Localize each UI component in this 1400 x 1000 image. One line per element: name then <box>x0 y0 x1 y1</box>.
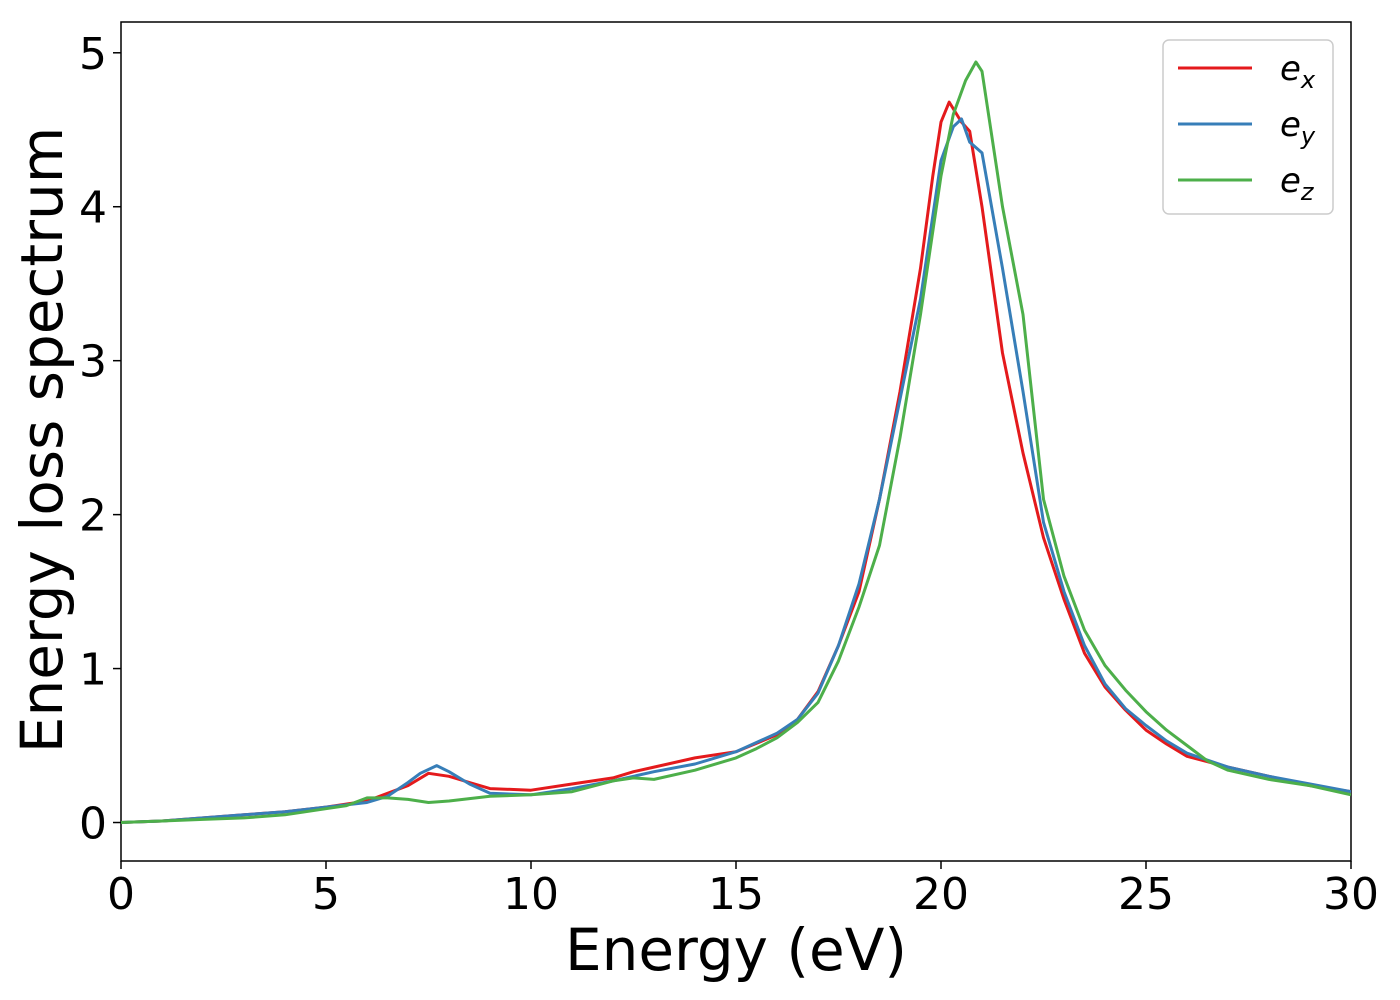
series-line-ex <box>121 100 1351 824</box>
series-line-ez <box>121 60 1351 824</box>
y-tick-label: 2 <box>79 491 107 542</box>
legend-label-ex: ex <box>1280 49 1316 94</box>
x-tick-label: 20 <box>913 869 969 920</box>
y-axis-label: Energy loss spectrum <box>8 127 76 753</box>
legend-label-ez: ez <box>1280 161 1315 206</box>
x-axis-label: Energy (eV) <box>565 916 907 984</box>
y-tick-label: 4 <box>79 183 107 234</box>
x-tick-label: 25 <box>1118 869 1174 920</box>
y-tick-label: 5 <box>79 29 107 80</box>
y-axis-ticks: 0 1 2 3 4 5 <box>79 29 121 850</box>
legend: ex ey ez <box>1162 39 1334 215</box>
y-tick-label: 3 <box>79 337 107 388</box>
y-tick-label: 1 <box>79 645 107 696</box>
x-tick-label: 10 <box>503 869 559 920</box>
series-line-ey <box>121 117 1351 824</box>
x-tick-label: 15 <box>708 869 764 920</box>
legend-label-ey: ey <box>1280 105 1316 150</box>
x-axis-ticks: 0 5 10 15 20 25 30 <box>107 861 1379 920</box>
plot-area <box>120 21 1352 862</box>
y-tick-label: 0 <box>79 799 107 850</box>
x-tick-label: 0 <box>107 869 135 920</box>
x-tick-label: 5 <box>312 869 340 920</box>
x-tick-label: 30 <box>1323 869 1379 920</box>
legend-box <box>1162 39 1334 215</box>
series-layer <box>121 60 1351 824</box>
plot-frame <box>120 21 1352 862</box>
